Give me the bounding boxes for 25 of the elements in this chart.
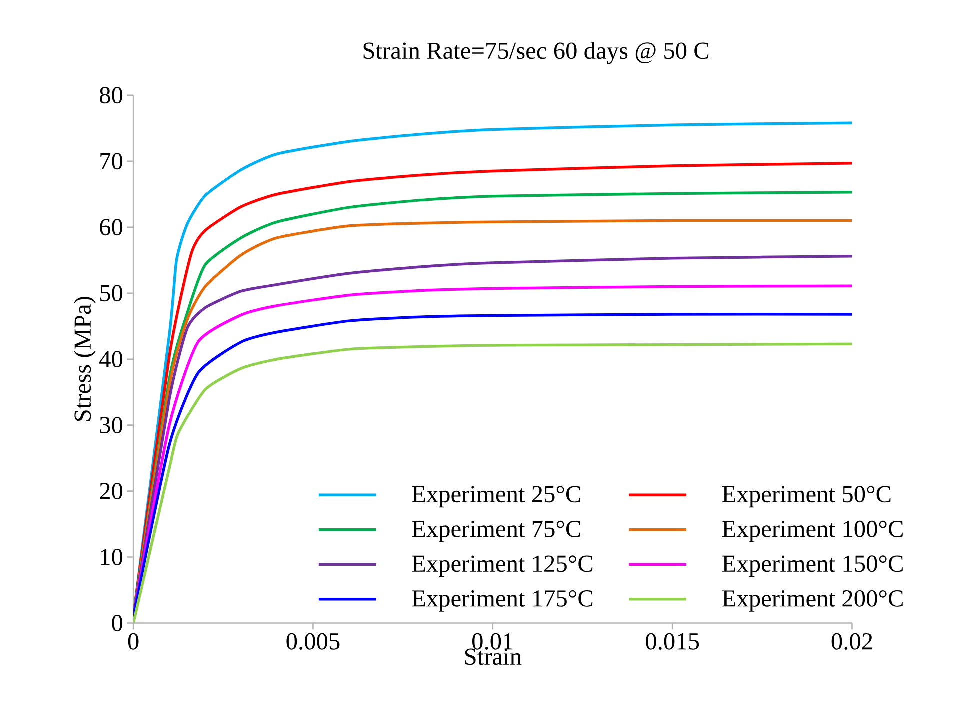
x-axis-title: Strain	[465, 648, 522, 665]
x-tick-label: 0.005	[286, 633, 340, 650]
y-tick-label: 70	[100, 152, 123, 170]
legend-label: Experiment 150°C	[722, 556, 903, 577]
y-axis-title: Stress (MPa)	[74, 296, 96, 421]
chart-title: Strain Rate=75/sec 60 days @ 50 C	[364, 42, 709, 64]
x-tick-label: 0	[128, 633, 139, 650]
y-tick-label: 50	[100, 284, 123, 302]
x-tick-label: 0.02	[832, 633, 872, 650]
legend-label: Experiment 100°C	[722, 520, 903, 542]
x-tick-label: 0.015	[646, 633, 700, 650]
legend-label: Experiment 75°C	[412, 520, 580, 542]
legend-label: Experiment 50°C	[722, 486, 891, 508]
y-tick-label: 40	[100, 350, 123, 368]
legend-label: Experiment 25°C	[412, 486, 580, 508]
y-tick-label: 30	[100, 416, 123, 434]
y-tick-label: 80	[100, 87, 123, 104]
y-tick-label: 20	[100, 482, 123, 500]
y-tick-label: 10	[101, 548, 123, 566]
legend-label: Experiment 200°C	[722, 590, 903, 612]
legend-label: Experiment 175°C	[412, 590, 593, 612]
legend-label: Experiment 125°C	[412, 556, 593, 577]
y-tick-label: 0	[112, 614, 123, 632]
x-tick-label: 0.01	[472, 633, 513, 650]
y-tick-label: 60	[100, 218, 123, 236]
